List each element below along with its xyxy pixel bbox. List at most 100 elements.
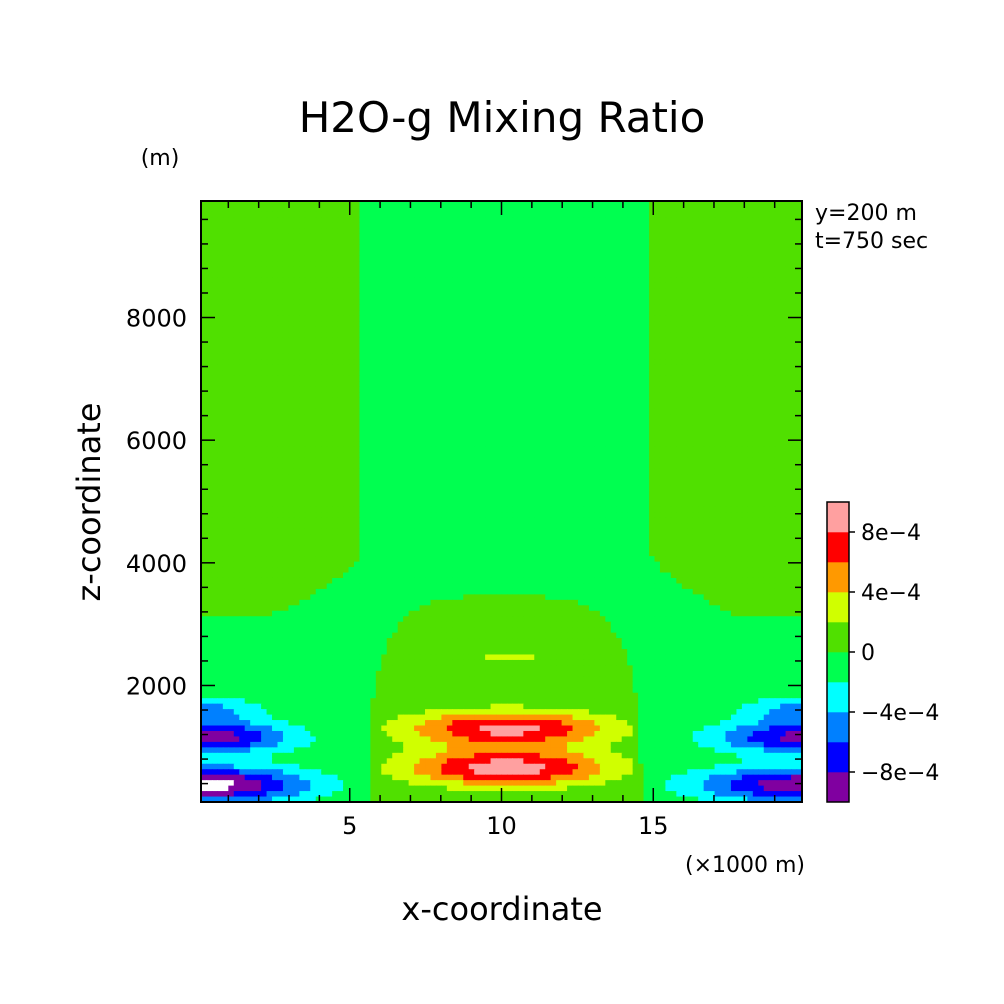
contour-cell (299, 321, 306, 328)
contour-cell (468, 255, 475, 262)
contour-cell (414, 446, 421, 453)
contour-cell (605, 348, 612, 355)
contour-cell (386, 255, 393, 262)
contour-cell (720, 332, 727, 339)
contour-cell (649, 348, 656, 355)
contour-cell (796, 375, 803, 382)
contour-cell (709, 206, 716, 213)
contour-cell (638, 397, 645, 404)
annotation-y: y=200 m (815, 201, 917, 226)
contour-cell (517, 261, 524, 268)
contour-cell (545, 419, 552, 426)
contour-cell (649, 255, 656, 262)
contour-cell (676, 282, 683, 290)
contour-cell (414, 266, 421, 273)
contour-cell (266, 332, 273, 339)
contour-cell (250, 266, 257, 273)
contour-cell (747, 304, 754, 311)
contour-cell (282, 419, 290, 426)
contour-cell (550, 414, 557, 421)
contour-cell (687, 228, 694, 235)
contour-cell (490, 310, 497, 317)
contour-cell (736, 304, 743, 311)
contour-cell (616, 332, 623, 339)
contour-cell (577, 211, 585, 218)
contour-cell (577, 250, 585, 257)
contour-cell (250, 430, 257, 437)
contour-cell (425, 425, 432, 432)
contour-cell (430, 359, 437, 366)
contour-cell (621, 321, 628, 328)
contour-cell (605, 228, 612, 235)
contour-cell (239, 201, 246, 208)
contour-cell (304, 261, 311, 268)
contour-cell (304, 337, 311, 344)
contour-cell (228, 332, 235, 339)
contour-cell (736, 321, 743, 328)
contour-cell (501, 310, 508, 317)
contour-cell (474, 293, 481, 300)
contour-cell (272, 435, 279, 442)
contour-cell (638, 272, 645, 279)
contour-cell (381, 228, 388, 235)
contour-cell (577, 430, 585, 437)
contour-cell (479, 326, 486, 333)
contour-cell (496, 419, 503, 426)
contour-cell (370, 381, 377, 388)
contour-cell (747, 381, 754, 388)
contour-cell (337, 201, 344, 208)
contour-cell (403, 293, 410, 300)
contour-cell (474, 337, 481, 344)
contour-cell (255, 441, 262, 448)
contour-cell (643, 403, 650, 410)
contour-cell (758, 250, 765, 257)
contour-cell (375, 261, 382, 268)
contour-cell (222, 201, 229, 208)
contour-cell (659, 201, 667, 208)
contour-cell (353, 315, 361, 322)
contour-cell (709, 381, 716, 388)
contour-cell (310, 211, 317, 218)
contour-cell (211, 211, 218, 218)
contour-cell (687, 337, 694, 344)
contour-cell (222, 392, 229, 399)
contour-cell (638, 282, 645, 290)
contour-cell (250, 386, 257, 393)
contour-cell (649, 272, 656, 279)
contour-cell (321, 217, 328, 224)
contour-cell (747, 282, 754, 290)
contour-cell (446, 315, 453, 322)
contour-cell (605, 299, 612, 306)
contour-cell (714, 266, 721, 273)
contour-cell (687, 435, 694, 442)
contour-cell (588, 299, 595, 306)
contour-cell (217, 261, 224, 268)
contour-cell (304, 425, 311, 432)
contour-cell (239, 408, 246, 415)
contour-cell (556, 386, 563, 393)
contour-cell (670, 375, 677, 382)
contour-cell (621, 201, 628, 208)
contour-cell (414, 244, 421, 251)
contour-cell (321, 321, 328, 328)
contour-cell (616, 272, 623, 279)
contour-cell (550, 217, 557, 224)
contour-cell (304, 403, 311, 410)
contour-cell (217, 222, 224, 229)
contour-cell (649, 233, 656, 240)
contour-cell (217, 288, 224, 295)
contour-cell (709, 441, 716, 448)
contour-cell (616, 337, 623, 344)
contour-cell (594, 430, 601, 437)
contour-cell (621, 266, 628, 273)
contour-cell (414, 217, 421, 224)
contour-cell (730, 414, 738, 421)
contour-cell (687, 244, 694, 251)
contour-cell (714, 343, 721, 350)
contour-cell (359, 222, 366, 229)
contour-cell (435, 332, 442, 339)
contour-cell (703, 359, 710, 366)
contour-cell (714, 337, 721, 344)
contour-cell (381, 375, 388, 382)
contour-cell (605, 272, 612, 279)
